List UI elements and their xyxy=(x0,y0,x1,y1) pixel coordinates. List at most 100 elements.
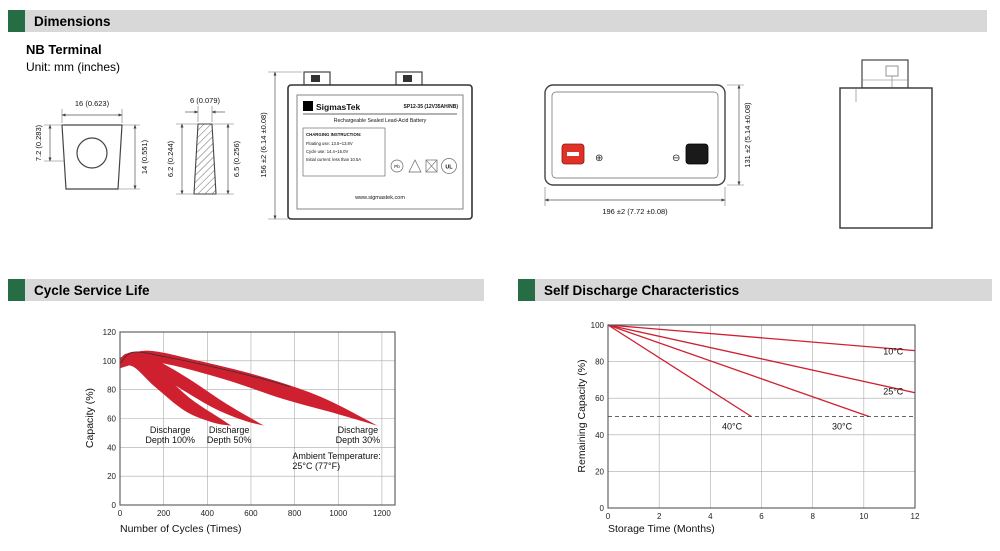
dim-left-label: 6.2 (0.244) xyxy=(166,140,175,177)
x-tick-label: 12 xyxy=(911,512,920,521)
cycle-service-header-bar: Cycle Service Life xyxy=(8,279,484,301)
y-tick-label: 0 xyxy=(112,501,117,510)
crossed-bin-icon xyxy=(425,159,438,173)
side-view-case xyxy=(839,87,933,229)
discharge-depth-band xyxy=(120,353,232,426)
y-tick-label: 100 xyxy=(591,321,605,330)
plot-border xyxy=(607,324,916,509)
self-discharge-chart: Remaining Capacity (%) Storage Time (Mon… xyxy=(576,321,920,535)
header-accent-block xyxy=(518,279,535,301)
x-tick-label: 10 xyxy=(859,512,868,521)
pb-icon-text: Pb xyxy=(394,164,400,169)
top-view-inner-rim xyxy=(551,91,719,179)
x-tick-label: 2 xyxy=(657,512,662,521)
recycle-triangle-icon xyxy=(408,159,422,173)
x-tick-label: 800 xyxy=(288,509,302,518)
dim-height-label: 156 ±2 (6.14 ±0.08) xyxy=(259,112,268,178)
discharge-depth-band xyxy=(120,352,265,426)
battery-type-text: Rechargeable Sealed Lead-Acid Battery xyxy=(334,118,427,124)
dim-total-height-label: 14 (0.551) xyxy=(140,139,149,174)
x-tick-label: 1200 xyxy=(373,509,391,518)
y-tick-label: 80 xyxy=(107,386,116,395)
cycle-service-life-chart: Capacity (%) Number of Cycles (Times) 0 2… xyxy=(84,328,396,535)
dim-upper-height-label: 7.2 (0.283) xyxy=(34,124,43,161)
y-tick-label: 20 xyxy=(595,467,604,476)
unit-note: Unit: mm (inches) xyxy=(26,60,121,74)
discharge-depth-band xyxy=(120,350,378,426)
x-tick-label: 0 xyxy=(606,512,611,521)
dim-width-label: 131 ±2 (5.14 ±0.08) xyxy=(743,102,752,168)
chart-annotation: 30°C xyxy=(832,421,853,431)
y-tick-label: 0 xyxy=(600,504,605,513)
y-tick-label: 60 xyxy=(107,415,116,424)
x-tick-label: 0 xyxy=(118,509,123,518)
terminal-post-left xyxy=(311,75,320,82)
chart-annotation: 40°C xyxy=(722,421,743,431)
y-tick-label: 60 xyxy=(595,394,604,403)
charging-line-3: Initial current: less than 10.5A xyxy=(306,157,361,162)
cycle-service-title: Cycle Service Life xyxy=(34,282,150,298)
terminal-info-block: NB Terminal Unit: mm (inches) xyxy=(26,42,120,74)
plot-border xyxy=(119,331,396,506)
series-25c xyxy=(607,324,916,394)
side-terminal-housing xyxy=(861,59,909,89)
battery-top-view: ⊕ ⊖ 196 ±2 (7.72 ±0.08) 131 ±2 (5.14 ±0.… xyxy=(544,84,752,216)
x-tick-label: 6 xyxy=(759,512,764,521)
chart-annotation: Discharge Depth 50% xyxy=(207,425,252,445)
x-tick-label: 4 xyxy=(708,512,713,521)
charging-title: CHARGING INSTRUCTION: xyxy=(306,132,362,137)
self-discharge-title: Self Discharge Characteristics xyxy=(544,282,740,298)
crossed-bin-x xyxy=(425,159,438,173)
y-tick-label: 20 xyxy=(107,472,116,481)
x-tick-label: 600 xyxy=(244,509,258,518)
terminal-section-outline xyxy=(193,123,217,195)
website-text: www.sigmastek.com xyxy=(354,195,405,201)
dimensions-header-bar: Dimensions xyxy=(8,10,987,32)
charging-line-2: Cycle use: 14.4~15.0V xyxy=(306,149,348,154)
chart-annotation: Ambient Temperature: 25°C (77°F) xyxy=(292,451,380,471)
chart-annotation: 25°C xyxy=(883,387,904,397)
chart-annotation: Discharge Depth 100% xyxy=(145,425,195,445)
ul-icon-text: UL xyxy=(445,165,453,171)
x-tick-label: 8 xyxy=(810,512,815,521)
terminal-front-drawing: 16 (0.623) 7.2 (0.283) 14 (0.551) xyxy=(34,99,149,190)
ul-mark-icon xyxy=(441,158,457,174)
brand-logo-icon xyxy=(303,101,313,111)
series-30c xyxy=(607,324,870,418)
model-number: SP12-35 (12V35AH/NB) xyxy=(404,104,459,110)
series-10c xyxy=(607,324,916,352)
battery-side-view xyxy=(839,59,933,229)
minus-symbol: ⊖ xyxy=(672,153,680,164)
terminal-hole xyxy=(76,137,108,169)
y-tick-label: 100 xyxy=(103,357,117,366)
dim-right-label: 6.5 (0.256) xyxy=(232,140,241,177)
terminal-post-right xyxy=(403,75,412,82)
dim-width-label: 16 (0.623) xyxy=(75,99,110,108)
self-discharge-header-bar: Self Discharge Characteristics xyxy=(518,279,992,301)
dim-thickness-label: 6 (0.079) xyxy=(190,96,221,105)
chart-annotation: Discharge Depth 30% xyxy=(336,425,381,445)
charging-line-1: Floating use: 13.5~13.8V xyxy=(306,141,353,146)
y-tick-label: 40 xyxy=(595,431,604,440)
plus-symbol: ⊕ xyxy=(595,153,603,164)
header-accent-block xyxy=(8,10,25,32)
battery-front-view: 156 ±2 (6.14 ±0.08) SigmasTek SP12-35 (1… xyxy=(259,71,473,220)
pb-recycle-icon xyxy=(390,159,404,173)
header-accent-block xyxy=(8,279,25,301)
terminal-side-drawing: 6 (0.079) 6.2 (0.244) 6.5 (0.256) xyxy=(166,96,241,195)
series-envelope xyxy=(119,351,291,388)
dimensions-section-title: Dimensions xyxy=(34,13,111,29)
y-axis-title: Remaining Capacity (%) xyxy=(576,359,588,472)
x-axis-title: Storage Time (Months) xyxy=(608,523,715,535)
y-tick-label: 120 xyxy=(103,328,117,337)
chart-annotation: 10°C xyxy=(883,346,904,356)
x-axis-title: Number of Cycles (Times) xyxy=(120,523,242,535)
y-tick-label: 40 xyxy=(107,443,116,452)
y-axis-title: Capacity (%) xyxy=(84,388,96,448)
brand-name: SigmasTek xyxy=(316,102,361,112)
top-view-outline xyxy=(544,84,726,186)
x-tick-label: 400 xyxy=(201,509,215,518)
dim-length-label: 196 ±2 (7.72 ±0.08) xyxy=(602,207,668,216)
series-40c xyxy=(607,324,752,418)
